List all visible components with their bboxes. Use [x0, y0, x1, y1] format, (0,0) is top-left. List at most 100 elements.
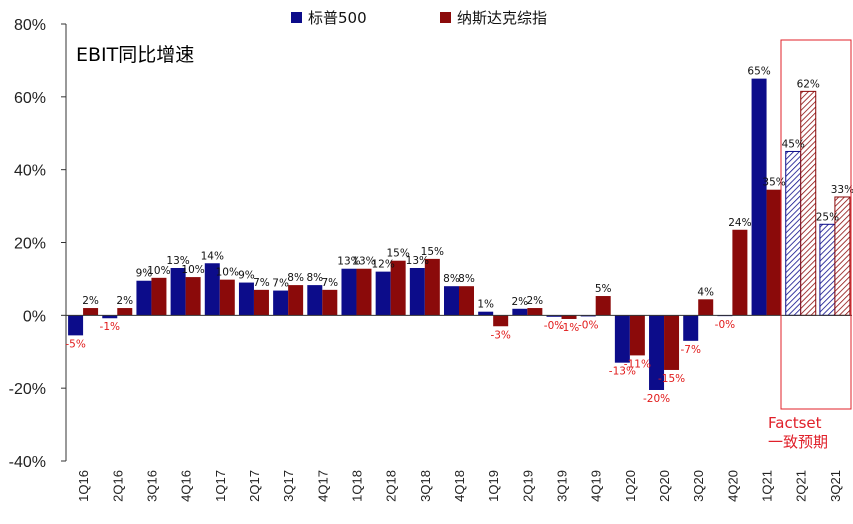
label-sp500-2Q16: -1%	[100, 321, 120, 333]
x-tick-label-2Q20: 2Q20	[657, 470, 672, 502]
bar-sp500-3Q17	[273, 290, 289, 316]
label-sp500-4Q18: 8%	[443, 273, 460, 285]
label-nasdaq-4Q20: 24%	[728, 217, 751, 229]
bar-nasdaq-2Q17	[253, 289, 269, 316]
label-sp500-4Q19: -0%	[578, 319, 598, 331]
y-axis: -40% -20% 0% 20% 40% 60% 80%	[9, 17, 67, 471]
bar-sp500-2Q16	[102, 315, 118, 319]
label-sp500-2Q17: 9%	[238, 270, 255, 282]
label-nasdaq-2Q16: 2%	[116, 295, 133, 307]
bar-nasdaq-3Q17	[288, 285, 304, 316]
bar-sp500-1Q21	[751, 78, 767, 316]
bar-nasdaq-4Q18	[459, 286, 474, 316]
bar-nasdaq-1Q16	[83, 308, 99, 316]
legend: 标普500 纳斯达克综指	[291, 9, 547, 27]
bars	[66, 78, 852, 390]
x-tick-label-1Q19: 1Q19	[486, 470, 501, 502]
x-tick-label-1Q18: 1Q18	[349, 470, 364, 502]
bar-sp500-3Q16	[136, 280, 152, 316]
label-sp500-1Q17: 14%	[201, 250, 224, 262]
forecast-note-line2: 一致预期	[768, 433, 828, 451]
bar-nasdaq-3Q19	[561, 315, 577, 319]
bar-sp500-4Q19	[580, 315, 596, 317]
x-tick-label-2Q19: 2Q19	[520, 470, 535, 502]
bar-nasdaq-2Q21	[800, 90, 817, 316]
x-tick-label-1Q21: 1Q21	[760, 470, 775, 502]
bar-sp500-2Q17	[238, 282, 254, 316]
x-tick-label-1Q16: 1Q16	[76, 470, 91, 502]
label-nasdaq-2Q17: 7%	[253, 277, 270, 289]
label-sp500-3Q18: 13%	[406, 255, 429, 267]
label-nasdaq-3Q18: 15%	[421, 246, 444, 258]
label-sp500-3Q16: 9%	[136, 268, 153, 280]
label-nasdaq-4Q17: 7%	[321, 277, 338, 289]
label-sp500-3Q17: 7%	[272, 278, 289, 290]
y-tick-label: 40%	[14, 163, 46, 180]
label-nasdaq-3Q19: -1%	[559, 322, 579, 334]
bar-nasdaq-1Q17	[219, 279, 235, 316]
label-nasdaq-2Q21: 62%	[797, 78, 820, 90]
bar-sp500-1Q19	[478, 311, 494, 316]
bar-nasdaq-1Q20	[629, 315, 645, 356]
y-tick-label: -20%	[9, 381, 46, 398]
label-sp500-1Q20: -13%	[609, 366, 636, 378]
label-nasdaq-1Q19: -3%	[490, 329, 510, 341]
label-nasdaq-2Q19: 2%	[527, 295, 544, 307]
bar-nasdaq-2Q20	[664, 315, 680, 370]
forecast-note-line1: Factset	[768, 414, 822, 432]
x-tick-label-4Q18: 4Q18	[452, 470, 467, 502]
legend-swatch-nasdaq	[440, 12, 451, 23]
x-tick-label-3Q19: 3Q19	[555, 470, 570, 502]
chart-title: EBIT同比增速	[76, 44, 194, 66]
x-tick-label-2Q17: 2Q17	[247, 470, 262, 502]
label-sp500-1Q18: 13%	[337, 256, 360, 268]
x-tick-label-3Q20: 3Q20	[691, 470, 706, 502]
x-tick-label-1Q20: 1Q20	[623, 470, 638, 502]
label-nasdaq-1Q21: 35%	[762, 177, 785, 189]
label-sp500-4Q20: -0%	[715, 319, 735, 331]
label-nasdaq-3Q20: 4%	[697, 286, 714, 298]
label-sp500-1Q16: -5%	[65, 338, 85, 350]
bar-sp500-4Q16	[170, 267, 186, 316]
bar-sp500-4Q18	[444, 286, 459, 316]
bar-nasdaq-1Q19	[493, 315, 509, 327]
x-tick-label-1Q17: 1Q17	[213, 470, 228, 502]
bar-nasdaq-2Q18	[390, 260, 406, 316]
label-nasdaq-4Q18: 8%	[458, 273, 475, 285]
bar-sp500-3Q18	[409, 267, 425, 316]
y-tick-label: 60%	[14, 90, 46, 107]
label-nasdaq-3Q16: 10%	[147, 265, 170, 277]
y-tick-label: 20%	[14, 236, 46, 253]
bar-nasdaq-4Q16	[185, 277, 201, 316]
y-tick-label: -40%	[9, 454, 46, 471]
bar-nasdaq-4Q17	[322, 289, 338, 316]
label-sp500-3Q21: 25%	[816, 211, 839, 223]
bar-nasdaq-3Q20	[698, 299, 714, 316]
bar-nasdaq-2Q19	[527, 308, 543, 316]
bar-sp500-2Q19	[512, 308, 528, 316]
x-tick-label-2Q16: 2Q16	[110, 470, 125, 502]
bar-sp500-1Q20	[614, 315, 630, 363]
label-sp500-2Q20: -20%	[643, 393, 670, 405]
legend-swatch-sp500	[291, 12, 302, 23]
label-sp500-2Q21: 45%	[782, 138, 805, 150]
label-sp500-1Q19: 1%	[477, 299, 494, 311]
label-nasdaq-1Q18: 13%	[352, 256, 375, 268]
label-sp500-3Q19: -0%	[544, 320, 564, 332]
label-sp500-4Q17: 8%	[306, 272, 323, 284]
bar-sp500-1Q16	[68, 315, 84, 336]
label-sp500-4Q16: 13%	[166, 255, 189, 267]
forecast-box	[780, 39, 852, 410]
x-tick-label-4Q16: 4Q16	[179, 470, 194, 502]
label-nasdaq-4Q16: 10%	[181, 264, 204, 276]
data-labels: -5%2%-1%2%9%10%13%10%14%10% 9%7% 7%8% 8%7%1…	[65, 66, 853, 405]
bar-sp500-4Q17	[307, 285, 323, 316]
x-axis: 1Q16 2Q16 3Q16 4Q16 1Q17 2Q17 3Q17 4Q17 1Q18 2Q18…	[76, 470, 843, 502]
bar-nasdaq-2Q16	[117, 308, 133, 316]
x-tick-label-3Q17: 3Q17	[281, 470, 296, 502]
x-tick-label-3Q16: 3Q16	[144, 470, 159, 502]
label-nasdaq-1Q17: 10%	[216, 267, 239, 279]
bar-sp500-1Q17	[204, 263, 220, 316]
x-tick-label-3Q18: 3Q18	[418, 470, 433, 502]
x-tick-label-4Q19: 4Q19	[589, 470, 604, 502]
